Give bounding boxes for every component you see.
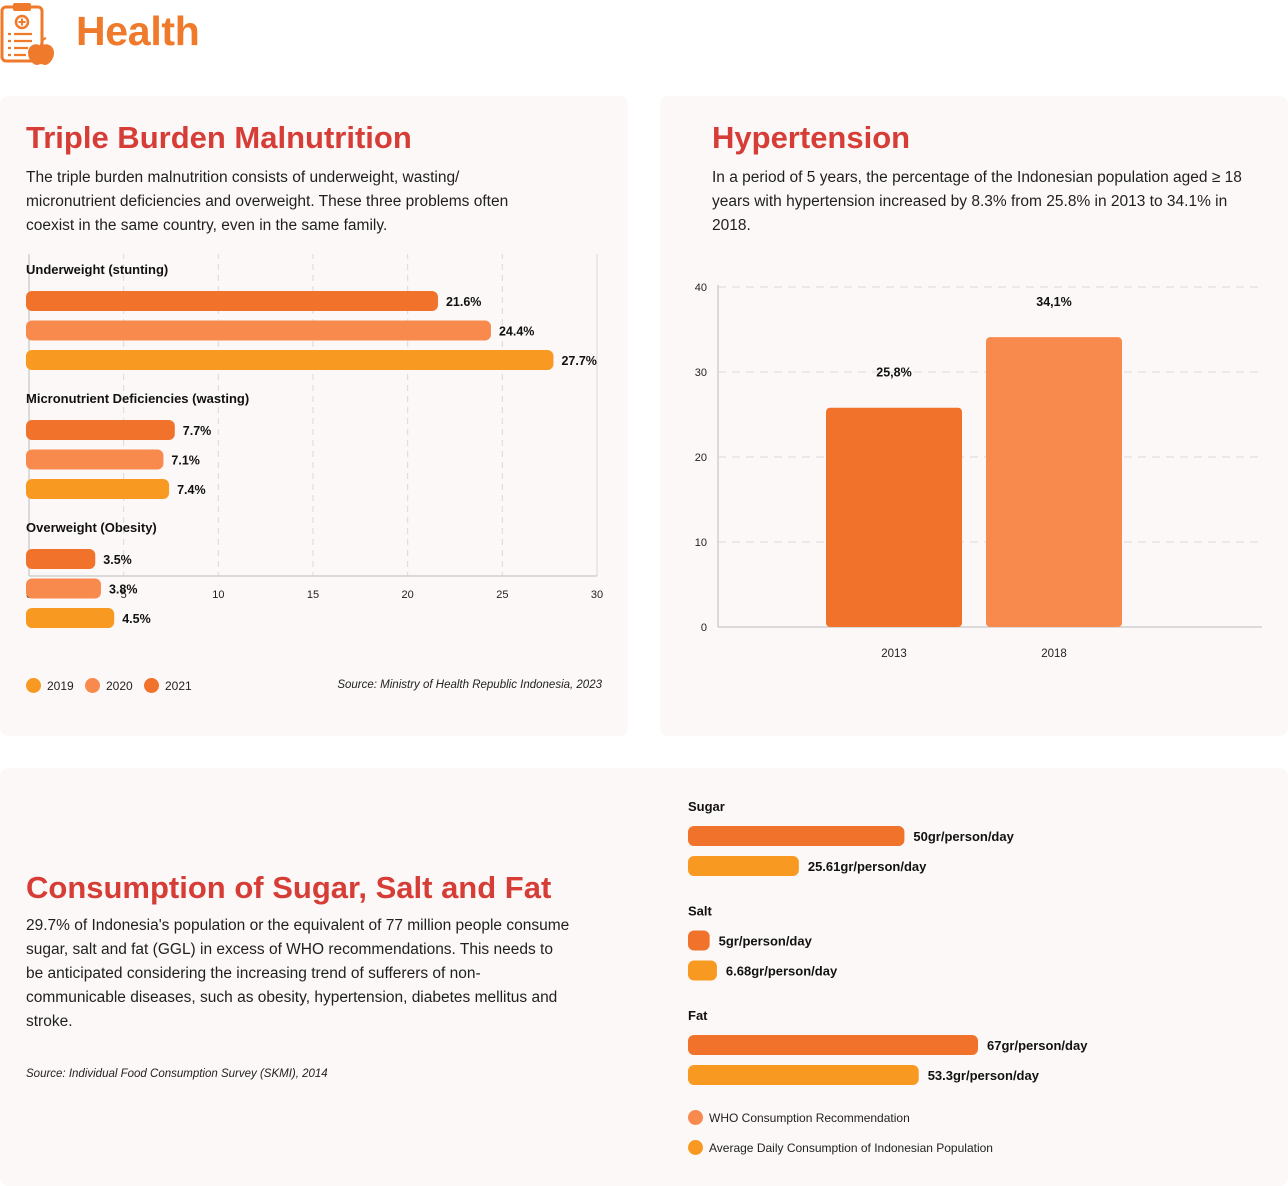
group-label: Underweight (stunting) <box>26 262 168 277</box>
bar-value-label: 53.3gr/person/day <box>928 1068 1040 1083</box>
bar-2019 <box>26 608 115 628</box>
bar-value-label: 5gr/person/day <box>719 934 813 949</box>
legend-dot-2020 <box>85 678 100 693</box>
x-tick-label: 15 <box>307 589 319 601</box>
x-tick-label: 30 <box>591 589 603 601</box>
legend-item-2019: 2019 <box>26 678 74 693</box>
group-label: Salt <box>688 904 713 919</box>
y-tick-label: 10 <box>695 537 707 549</box>
legend-label-who: WHO Consumption Recommendation <box>709 1110 910 1125</box>
bar-value-label: 6.68gr/person/day <box>726 964 838 979</box>
bar-2021 <box>26 291 438 311</box>
bar-value-label: 3.5% <box>103 553 131 567</box>
malnutrition-title: Triple Burden Malnutrition <box>26 120 412 155</box>
consumption-chart: Sugar 50gr/person/day 25.61gr/person/day Sa… <box>688 799 1088 1085</box>
legend-dot-average <box>688 1140 703 1155</box>
group-label: Sugar <box>688 799 725 814</box>
bar-value-label: 27.7% <box>561 354 596 368</box>
bar-2018 <box>986 337 1122 627</box>
legend-item-2020: 2020 <box>85 678 133 693</box>
bar-2020 <box>26 449 164 470</box>
legend-item-who: WHO Consumption Recommendation <box>688 1110 910 1125</box>
malnutrition-description: The triple burden malnutrition consists … <box>26 169 509 234</box>
group-label: Micronutrient Deficiencies (wasting) <box>26 391 249 406</box>
legend-label-2020: 2020 <box>106 678 133 693</box>
bar-value-label: 7.4% <box>177 483 206 497</box>
y-tick-label: 30 <box>695 367 707 379</box>
page-title: Health <box>76 8 200 54</box>
bar-2013 <box>826 407 962 627</box>
bar-value-label: 50gr/person/day <box>913 829 1014 844</box>
legend-dot-who <box>688 1110 703 1125</box>
bar-2021 <box>26 549 96 569</box>
consumption-card: Consumption of Sugar, Salt and Fat 29.7%… <box>0 768 1288 1186</box>
hypertension-chart: 0 10 20 30 40 25,8% 2013 34,1% 2018 <box>695 282 1262 660</box>
hypertension-description: In a period of 5 years, the percentage o… <box>712 169 1242 234</box>
bar-value-label: 34,1% <box>1036 295 1071 309</box>
malnutrition-source: Source: Ministry of Health Republic Indo… <box>337 679 602 691</box>
bar-value-label: 7.7% <box>183 424 212 438</box>
legend-item-average: Average Daily Consumption of Indonesian … <box>688 1140 993 1155</box>
bar-value-label: 21.6% <box>446 295 481 309</box>
consumption-title: Consumption of Sugar, Salt and Fat <box>26 870 552 905</box>
bar-average <box>688 856 799 876</box>
bar-2021 <box>26 420 175 440</box>
y-tick-label: 0 <box>701 622 707 634</box>
legend-label-average: Average Daily Consumption of Indonesian … <box>709 1140 993 1155</box>
bar-value-label: 3.8% <box>109 583 137 597</box>
bar-2020 <box>26 320 491 341</box>
x-tick-label: 2013 <box>881 648 907 660</box>
x-tick-label: 25 <box>496 589 508 601</box>
bar-average <box>688 1065 919 1085</box>
legend-dot-2019 <box>26 678 41 693</box>
consumption-description: 29.7% of Indonesia's population or the e… <box>26 917 570 1030</box>
bar-value-label: 4.5% <box>122 612 151 626</box>
x-tick-label: 2018 <box>1041 648 1067 660</box>
hypertension-card: Hypertension In a period of 5 years, the… <box>660 96 1288 736</box>
bar-2020 <box>26 578 101 599</box>
malnutrition-chart: 051015202530Underweight (stunting)21.6%2… <box>26 254 603 628</box>
bar-2019 <box>26 479 170 499</box>
legend-label-2021: 2021 <box>165 678 192 693</box>
bar-2019 <box>26 350 554 370</box>
bar-value-label: 7.1% <box>171 454 200 468</box>
legend-item-2021: 2021 <box>144 678 192 693</box>
y-tick-label: 20 <box>695 452 707 464</box>
bar-value-label: 67gr/person/day <box>987 1038 1088 1053</box>
bar-value-label: 25,8% <box>876 366 911 380</box>
consumption-source: Source: Individual Food Consumption Surv… <box>26 1068 328 1080</box>
group-label: Overweight (Obesity) <box>26 520 157 535</box>
malnutrition-card: Triple Burden Malnutrition The triple bu… <box>0 96 628 736</box>
clipboard-apple-icon <box>0 3 54 65</box>
bar-who <box>688 1035 978 1055</box>
bar-average <box>688 960 717 981</box>
x-tick-label: 10 <box>212 589 224 601</box>
x-tick-label: 5 <box>121 589 127 601</box>
group-label: Fat <box>688 1008 708 1023</box>
y-tick-label: 40 <box>695 282 707 294</box>
hypertension-title: Hypertension <box>712 120 911 155</box>
bar-value-label: 25.61gr/person/day <box>808 859 927 874</box>
legend-dot-2021 <box>144 678 159 693</box>
bar-who <box>688 826 905 846</box>
bar-value-label: 24.4% <box>499 325 534 339</box>
bar-who <box>688 930 710 951</box>
legend-label-2019: 2019 <box>47 678 74 693</box>
x-tick-label: 20 <box>402 589 414 601</box>
